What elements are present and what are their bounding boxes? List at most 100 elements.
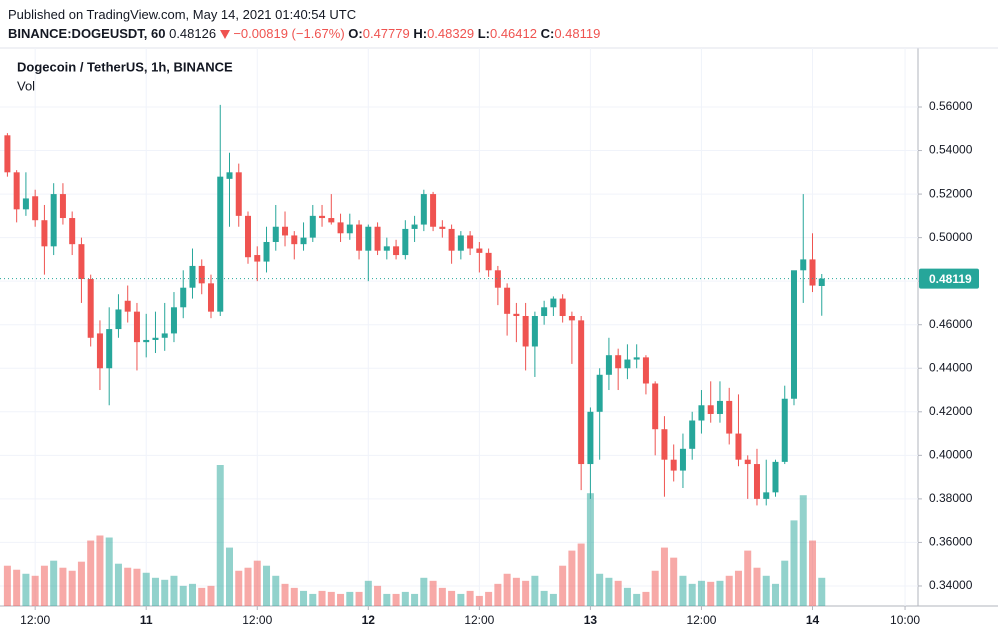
candle-body	[411, 224, 418, 229]
candle-body	[383, 246, 390, 251]
volume-bar	[207, 585, 215, 606]
volume-bar	[503, 573, 511, 606]
candle-body	[180, 287, 187, 308]
volume-bar	[420, 577, 428, 606]
x-tick-label: 10:00	[890, 613, 920, 627]
volume-bar	[59, 567, 67, 606]
volume-bar	[651, 570, 659, 606]
y-tick-label: 0.46000	[929, 317, 973, 331]
ohlc-value: 0.48329	[427, 26, 475, 41]
candle-body	[661, 429, 668, 460]
header: Published on TradingView.com, May 14, 20…	[8, 5, 600, 43]
candle-body	[596, 374, 603, 412]
y-tick-label: 0.34000	[929, 578, 973, 592]
candle-body	[300, 237, 307, 245]
candle-body	[522, 316, 529, 347]
candle-body	[467, 235, 474, 249]
candle-body	[152, 337, 159, 340]
candle-body	[642, 357, 649, 384]
candle-body	[744, 459, 751, 465]
volume-bar	[300, 590, 308, 606]
last-price-label: 0.48119	[929, 272, 972, 286]
candle-body	[22, 198, 29, 210]
volume-bar	[96, 535, 104, 606]
candle-body	[69, 218, 76, 245]
candle-body	[170, 307, 177, 334]
candle-body	[753, 464, 760, 499]
candle-body	[32, 196, 39, 221]
volume-bar	[679, 575, 687, 606]
candle-body	[763, 492, 770, 499]
candle-body	[4, 135, 11, 173]
candle-body	[578, 320, 585, 465]
volume-bar	[438, 587, 446, 606]
candle-body	[337, 222, 344, 234]
volume-bar	[688, 583, 696, 606]
x-tick-label: 13	[584, 613, 598, 627]
candle-body	[790, 270, 797, 399]
volume-bar	[68, 570, 76, 606]
volume-bar	[753, 567, 761, 606]
candle-body	[235, 172, 242, 216]
volume-bar	[3, 565, 11, 606]
volume-bar	[179, 585, 187, 606]
volume-bar	[522, 580, 530, 606]
candle-body	[670, 459, 677, 471]
candle-body	[615, 355, 622, 369]
volume-bar	[281, 583, 289, 606]
volume-bar	[429, 580, 437, 606]
candle-body	[504, 287, 511, 314]
y-tick-label: 0.38000	[929, 491, 973, 505]
candle-body	[633, 357, 640, 360]
ohlc-label: O:	[348, 26, 363, 41]
ohlc-label: H:	[413, 26, 428, 41]
volume-bar	[170, 575, 178, 606]
candle-body	[689, 420, 696, 449]
volume-bar	[411, 593, 419, 606]
volume-bar	[133, 568, 141, 606]
volume-label: Vol	[17, 78, 35, 93]
x-tick-label: 14	[806, 613, 820, 627]
candle-body	[356, 224, 363, 251]
volume-bar	[781, 560, 789, 606]
volume-bar	[253, 560, 261, 606]
y-tick-label: 0.54000	[929, 143, 973, 157]
volume-bar	[716, 580, 724, 606]
ohlc-value: 0.46412	[489, 26, 537, 41]
y-tick-label: 0.42000	[929, 404, 973, 418]
volume-bar	[670, 557, 678, 606]
volume-bar	[40, 565, 48, 606]
candle-body	[772, 461, 779, 493]
volume-bar	[272, 575, 280, 606]
volume-bar	[475, 595, 483, 606]
volume-bar	[87, 540, 95, 606]
volume-bar	[818, 577, 826, 606]
ohlc-value: 0.47779	[362, 26, 410, 41]
candle-body	[550, 298, 557, 308]
ohlc-label: L:	[477, 26, 490, 41]
candle-body	[476, 248, 483, 253]
candle-body	[106, 329, 113, 369]
candle-body	[698, 405, 705, 421]
x-tick-label: 12:00	[242, 613, 272, 627]
volume-bar	[577, 543, 585, 606]
candle-body	[198, 265, 205, 284]
candle-body	[226, 172, 233, 179]
volume-bar	[364, 580, 372, 606]
candle-body	[87, 278, 94, 338]
volume-bar	[263, 565, 271, 606]
symbol: BINANCE:DOGEUSDT, 60	[8, 26, 166, 41]
volume-bar	[355, 591, 363, 606]
symbol-line: BINANCE:DOGEUSDT, 60 0.48126 −0.00819 (−…	[8, 24, 600, 43]
x-tick-label: 12:00	[686, 613, 716, 627]
volume-bar	[77, 561, 85, 606]
down-arrow	[219, 30, 230, 40]
volume-bar	[392, 593, 400, 606]
volume-bar	[809, 540, 817, 606]
volume-bar	[448, 590, 456, 606]
candle-body	[282, 226, 289, 236]
candle-body	[207, 283, 214, 312]
candle-body	[679, 448, 686, 471]
y-tick-label: 0.52000	[929, 186, 973, 200]
volume-bar	[327, 591, 335, 606]
